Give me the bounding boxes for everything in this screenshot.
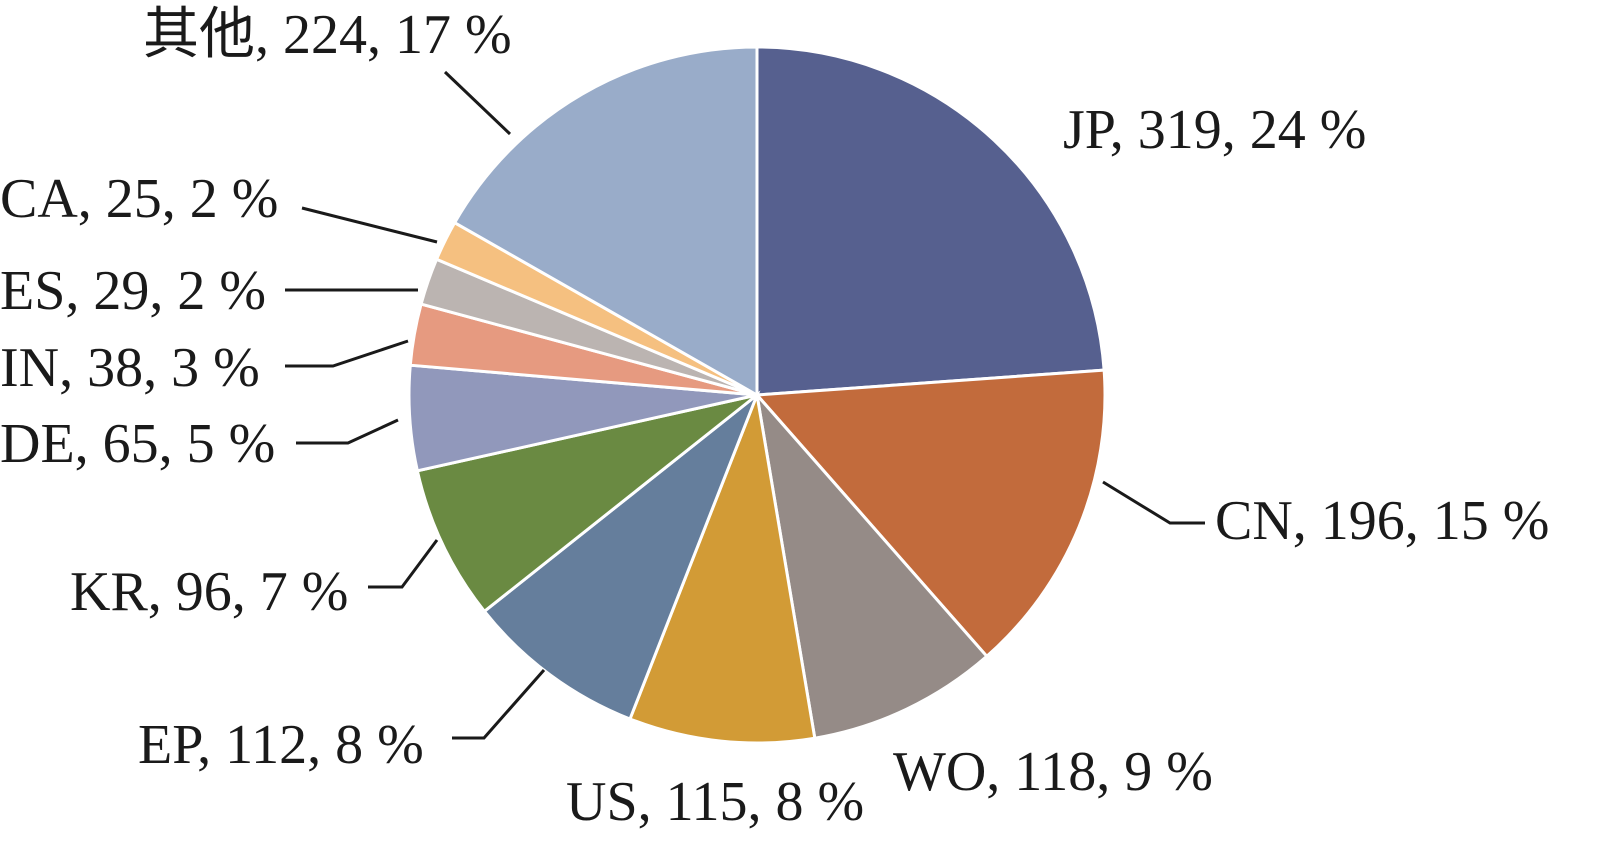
leader-line-其他 [443, 70, 512, 136]
slice-label-其他: 其他, 224, 17 % [143, 4, 512, 66]
leader-line-KR [368, 539, 439, 589]
pie-slice-US [628, 389, 817, 745]
slice-label-IN: IN, 38, 3 % [0, 337, 260, 399]
leader-line-CA [301, 206, 438, 244]
slice-label-WO: WO, 118, 9 % [893, 741, 1213, 803]
leader-line-EP [452, 669, 546, 740]
slice-label-ES: ES, 29, 2 % [0, 260, 266, 322]
pie-slices [407, 45, 1107, 745]
slice-label-JP: JP, 319, 24 % [1063, 99, 1366, 161]
slice-label-CN: CN, 196, 15 % [1215, 490, 1549, 552]
pie-slice-EP [482, 390, 761, 721]
leader-lines [285, 70, 1205, 740]
leader-line-CN [1102, 480, 1205, 525]
slice-label-DE: DE, 65, 5 % [0, 413, 275, 475]
pie-slice-KR [415, 393, 758, 614]
leader-line-DE [296, 418, 399, 445]
leader-line-IN [285, 339, 409, 368]
slice-labels: JP, 319, 24 % CN, 196, 15 % WO, 118, 9 % US… [0, 4, 1549, 833]
slice-label-US: US, 115, 8 % [566, 771, 864, 833]
pie-slice-CN [753, 368, 1107, 659]
pie-slice-其他 [452, 45, 759, 398]
slice-label-KR: KR, 96, 7 % [70, 561, 348, 623]
slice-label-CA: CA, 25, 2 % [0, 168, 278, 230]
pie-slice-WO [754, 390, 989, 740]
pie-slice-JP [755, 45, 1106, 397]
slice-label-EP: EP, 112, 8 % [138, 714, 424, 776]
